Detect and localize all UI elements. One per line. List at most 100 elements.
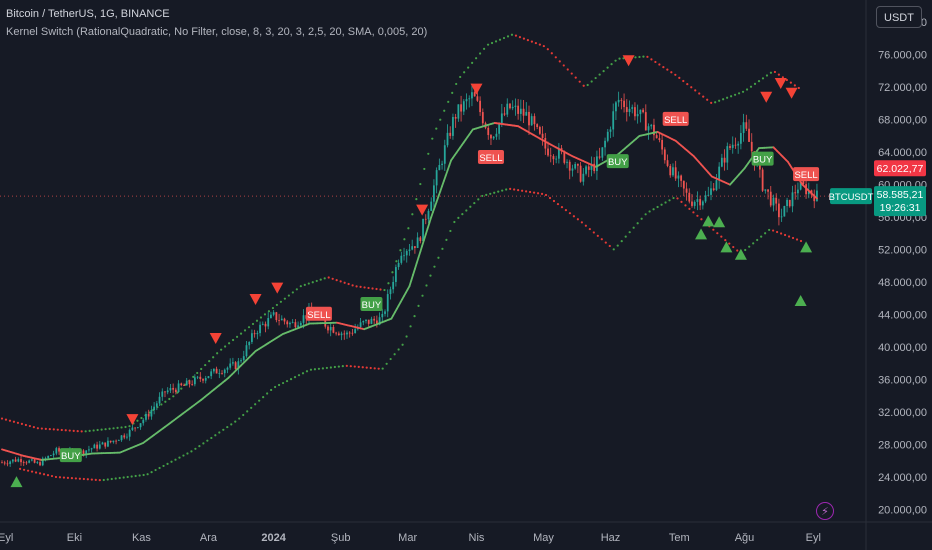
candle-body (647, 126, 650, 131)
candle-body (98, 444, 101, 449)
candle-body (302, 315, 305, 323)
lower-band-dot (465, 209, 468, 212)
lower-band-dot (477, 198, 480, 201)
candle-body (327, 326, 329, 331)
time-axis-label: May (533, 532, 554, 544)
upper-band-dot (327, 276, 330, 279)
lower-band-dot (194, 447, 197, 450)
lower-band-dot (732, 245, 735, 249)
upper-band-dot (785, 78, 788, 82)
upper-band-dot (526, 39, 530, 42)
candle-body (653, 124, 655, 136)
candle-body (251, 333, 253, 342)
kernel-segment (437, 190, 442, 198)
symbol-title[interactable]: Bitcoin / TetherUS, 1G, BINANCE (6, 8, 170, 20)
candle-body (454, 117, 457, 119)
bands-layer (0, 33, 866, 482)
time-axis-label: Tem (669, 532, 690, 544)
upper-band-dot (120, 426, 123, 429)
candle-body (726, 146, 729, 163)
lower-band-dot (728, 242, 731, 245)
price-axis-label: 28.000,00 (878, 440, 927, 452)
upper-band-dot (251, 322, 255, 326)
lower-band-dot (381, 367, 384, 370)
candle-body (568, 161, 571, 171)
lightning-icon[interactable]: ⚡ (816, 502, 834, 520)
candle-body (397, 262, 400, 268)
lower-band-dot (799, 239, 803, 243)
candle-body (196, 376, 199, 378)
upper-band-dot (490, 41, 494, 45)
upper-band-dot (578, 80, 581, 83)
candle-body (680, 175, 683, 181)
upper-band-dot (666, 68, 669, 71)
upper-band-dot (255, 319, 259, 322)
upper-band-dot (761, 77, 765, 80)
candle-body (449, 132, 452, 136)
lower-band-dot (341, 365, 344, 368)
candle-body (788, 199, 791, 207)
candle-body (720, 157, 723, 167)
candle-body (441, 163, 443, 165)
candle-body (761, 169, 764, 191)
candle-body (139, 423, 142, 428)
lower-band-dot (413, 315, 416, 318)
candle-body (183, 385, 185, 386)
candle-body (153, 406, 156, 411)
candle-body (381, 313, 384, 318)
candle-body (642, 109, 644, 113)
upper-band-dot (475, 57, 478, 60)
candle-body (210, 371, 213, 377)
candle-body (134, 427, 137, 429)
candle-body (14, 459, 17, 462)
lower-band-dot (218, 431, 221, 434)
candle-body (340, 333, 343, 336)
upper-band-dot (311, 281, 314, 284)
upper-band-dot (96, 428, 99, 432)
upper-band-dot (773, 70, 777, 74)
candle-body (142, 419, 145, 424)
candle-body (511, 106, 514, 109)
candle-body (286, 321, 289, 325)
currency-button[interactable]: USDT (876, 6, 922, 28)
lower-band-dot (772, 229, 775, 232)
lower-band-dot (588, 227, 591, 231)
candle-body (492, 136, 495, 139)
lower-band-dot (98, 479, 101, 482)
candle-body (52, 453, 55, 456)
upper-band-dot (72, 429, 75, 432)
upper-band-dot (387, 282, 390, 285)
upper-band-dot (275, 303, 279, 307)
lower-band-dot (82, 477, 85, 481)
lower-band-dot (572, 215, 576, 218)
lower-band-dot (293, 376, 297, 379)
lower-band-dot (190, 450, 193, 453)
candle-body (476, 96, 479, 101)
lower-band-dot (258, 399, 261, 402)
lower-band-dot (74, 477, 77, 480)
indicator-legend[interactable]: Kernel Switch (RationalQuadratic, No Fil… (6, 26, 428, 38)
candle-body (394, 267, 397, 282)
candle-body (625, 107, 628, 113)
kernel-segment (441, 180, 445, 188)
candle-body (58, 448, 60, 452)
lower-band-dot (397, 348, 400, 351)
candle-body (280, 318, 283, 321)
lower-band-dot (34, 471, 38, 474)
candle-body (337, 333, 340, 336)
candle-body (88, 449, 90, 451)
candle-body (362, 321, 365, 323)
lower-band-dot (102, 478, 105, 482)
upper-band-dot (44, 427, 47, 430)
sell-arrow (622, 55, 635, 67)
sell-arrow (271, 282, 284, 294)
kernel-segment (814, 195, 818, 200)
lower-band-dot (552, 199, 556, 203)
price-axis-label: 36.000,00 (878, 375, 927, 387)
lower-band-dot (517, 189, 520, 192)
candle-body (604, 140, 606, 148)
lower-band-dot (628, 231, 631, 234)
lower-band-dot (50, 474, 54, 478)
lower-band-dot (270, 388, 273, 392)
